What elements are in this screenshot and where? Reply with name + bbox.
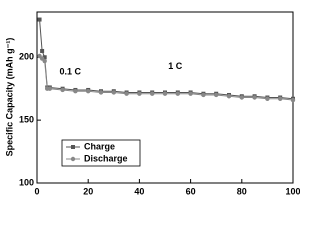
- marker-circle: [111, 90, 117, 95]
- marker-circle: [42, 58, 47, 64]
- legend-label: Charge: [84, 141, 115, 151]
- marker-circle: [150, 91, 155, 96]
- x-tick-label: 80: [237, 186, 247, 196]
- y-tick-label: 200: [19, 52, 34, 62]
- chart: Specific Capacity (mAh g⁻¹) 0 20 40 60 80 100…: [4, 11, 300, 196]
- y-tick-label: 100: [19, 177, 34, 187]
- x-tick-label: 20: [83, 186, 93, 196]
- x-tick-label: 60: [186, 186, 196, 196]
- marker-circle: [98, 90, 104, 95]
- marker-square: [71, 145, 75, 149]
- marker-circle: [290, 97, 296, 103]
- x-tick-label: 40: [134, 186, 144, 196]
- legend-box: [61, 139, 141, 167]
- y-tick-label: 150: [19, 115, 34, 125]
- marker-circle: [201, 92, 206, 98]
- marker-square: [37, 17, 42, 22]
- marker-circle: [86, 89, 91, 94]
- marker-circle: [73, 89, 78, 94]
- annotation: 0.1 C: [60, 67, 82, 77]
- y-axis-label: Specific Capacity (mAh g⁻¹): [4, 38, 14, 157]
- marker-square: [42, 55, 47, 60]
- marker-circle: [137, 91, 142, 96]
- marker-circle: [265, 96, 270, 101]
- marker-circle: [47, 86, 52, 91]
- legend-label: Discharge: [84, 153, 128, 163]
- x-tick-label: 0: [34, 186, 39, 196]
- annotation: 1 C: [168, 61, 183, 71]
- marker-circle: [70, 156, 76, 162]
- series-line: [39, 19, 294, 100]
- marker-circle: [124, 91, 129, 96]
- marker-circle: [278, 96, 283, 101]
- marker-circle: [175, 91, 180, 96]
- marker-circle: [60, 87, 65, 93]
- x-tick-label: 100: [285, 186, 300, 196]
- marker-circle: [214, 92, 219, 98]
- marker-circle: [162, 91, 168, 96]
- marker-circle: [226, 94, 232, 99]
- marker-circle: [188, 91, 193, 96]
- marker-circle: [239, 95, 244, 100]
- marker-square: [40, 48, 45, 53]
- marker-circle: [252, 95, 257, 100]
